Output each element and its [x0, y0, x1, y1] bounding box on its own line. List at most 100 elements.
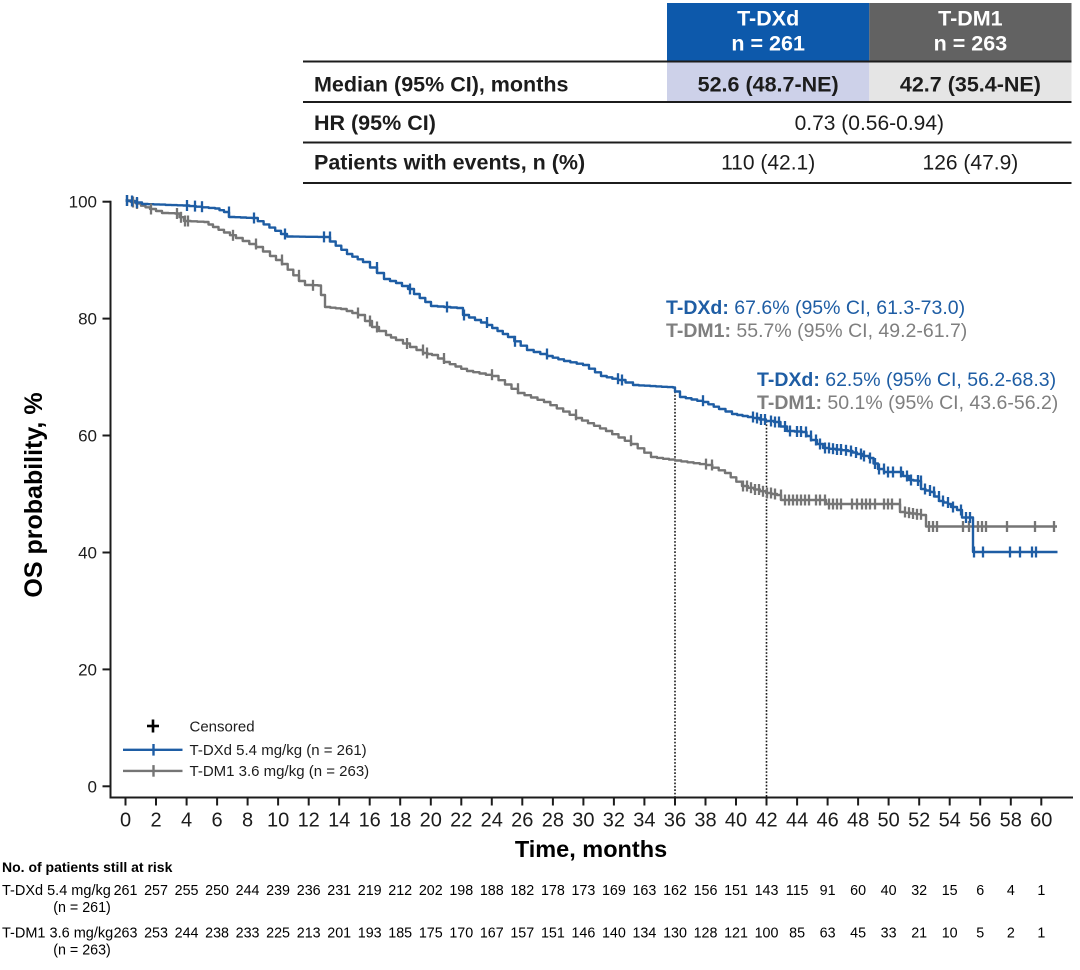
- svg-text:Censored: Censored: [190, 719, 255, 736]
- svg-text:16: 16: [359, 810, 381, 832]
- svg-text:162: 162: [663, 883, 687, 899]
- svg-text:32: 32: [911, 883, 927, 899]
- svg-text:2: 2: [150, 810, 161, 832]
- svg-text:156: 156: [694, 883, 718, 899]
- svg-text:Time, months: Time, months: [515, 836, 667, 862]
- svg-text:Patients with events, n (%): Patients with events, n (%): [314, 151, 585, 175]
- svg-text:178: 178: [541, 883, 565, 899]
- svg-text:T-DM1: T-DM1: [938, 7, 1003, 31]
- svg-text:20: 20: [420, 810, 442, 832]
- svg-text:85: 85: [789, 925, 805, 941]
- svg-text:198: 198: [449, 883, 473, 899]
- svg-text:238: 238: [205, 925, 229, 941]
- svg-text:T-DXd 5.4 mg/kg (n = 261): T-DXd 5.4 mg/kg (n = 261): [190, 742, 367, 759]
- svg-text:169: 169: [602, 883, 626, 899]
- svg-text:HR (95% CI): HR (95% CI): [314, 111, 436, 135]
- svg-text:244: 244: [236, 883, 260, 899]
- svg-text:121: 121: [724, 925, 748, 941]
- svg-text:213: 213: [297, 925, 321, 941]
- svg-text:T-DXd 5.4 mg/kg: T-DXd 5.4 mg/kg: [2, 883, 111, 899]
- svg-text:33: 33: [881, 925, 897, 941]
- svg-text:24: 24: [481, 810, 503, 832]
- svg-text:45: 45: [850, 925, 866, 941]
- svg-text:244: 244: [175, 925, 199, 941]
- svg-text:5: 5: [976, 925, 984, 941]
- svg-text:48: 48: [847, 810, 869, 832]
- svg-text:Median (95% CI), months: Median (95% CI), months: [314, 73, 568, 97]
- svg-text:44: 44: [786, 810, 808, 832]
- svg-text:(n = 261): (n = 261): [53, 900, 111, 916]
- svg-text:56: 56: [969, 810, 991, 832]
- svg-text:115: 115: [786, 883, 809, 899]
- svg-text:60: 60: [1030, 810, 1052, 832]
- svg-text:10: 10: [267, 810, 289, 832]
- svg-text:173: 173: [571, 883, 595, 899]
- svg-text:100: 100: [755, 925, 779, 941]
- svg-text:233: 233: [236, 925, 260, 941]
- svg-text:18: 18: [389, 810, 411, 832]
- svg-text:58: 58: [1000, 810, 1022, 832]
- svg-text:134: 134: [632, 925, 656, 941]
- svg-text:6: 6: [976, 883, 984, 899]
- svg-text:40: 40: [725, 810, 747, 832]
- svg-text:188: 188: [480, 883, 504, 899]
- svg-text:42.7 (35.4-NE): 42.7 (35.4-NE): [900, 73, 1041, 97]
- svg-text:28: 28: [542, 810, 564, 832]
- svg-text:231: 231: [327, 883, 351, 899]
- svg-text:26: 26: [511, 810, 533, 832]
- svg-text:38: 38: [694, 810, 716, 832]
- svg-text:163: 163: [632, 883, 656, 899]
- svg-text:225: 225: [266, 925, 290, 941]
- svg-text:146: 146: [571, 925, 595, 941]
- svg-text:60: 60: [850, 883, 866, 899]
- svg-text:143: 143: [755, 883, 779, 899]
- svg-text:42: 42: [755, 810, 777, 832]
- svg-text:T-DXd: 62.5% (95% CI, 56.2-68.: T-DXd: 62.5% (95% CI, 56.2-68.3): [757, 369, 1056, 391]
- svg-text:0: 0: [88, 777, 97, 796]
- svg-text:236: 236: [297, 883, 321, 899]
- svg-text:15: 15: [942, 883, 958, 899]
- svg-text:201: 201: [327, 925, 351, 941]
- svg-text:2: 2: [1007, 925, 1015, 941]
- svg-text:212: 212: [388, 883, 412, 899]
- svg-text:6: 6: [212, 810, 223, 832]
- svg-text:4: 4: [181, 810, 192, 832]
- svg-text:8: 8: [242, 810, 253, 832]
- svg-text:63: 63: [820, 925, 836, 941]
- svg-text:0: 0: [120, 810, 131, 832]
- svg-text:239: 239: [266, 883, 290, 899]
- svg-text:T-DM1: 50.1% (95% CI, 43.6-56.: T-DM1: 50.1% (95% CI, 43.6-56.2): [757, 392, 1058, 414]
- svg-text:40: 40: [78, 544, 97, 563]
- svg-text:1: 1: [1037, 883, 1045, 899]
- svg-text:T-DXd: 67.6% (95% CI, 61.3-73.: T-DXd: 67.6% (95% CI, 61.3-73.0): [666, 297, 965, 319]
- svg-text:157: 157: [510, 925, 534, 941]
- svg-text:126 (47.9): 126 (47.9): [923, 152, 1019, 175]
- svg-text:182: 182: [510, 883, 534, 899]
- svg-text:130: 130: [663, 925, 687, 941]
- svg-text:30: 30: [572, 810, 594, 832]
- svg-text:54: 54: [939, 810, 961, 832]
- svg-text:22: 22: [450, 810, 472, 832]
- svg-text:100: 100: [69, 193, 97, 212]
- svg-text:52: 52: [908, 810, 930, 832]
- svg-text:151: 151: [724, 883, 748, 899]
- svg-text:n = 263: n = 263: [934, 32, 1008, 56]
- svg-text:167: 167: [480, 925, 504, 941]
- svg-text:21: 21: [911, 925, 927, 941]
- svg-text:T-DM1 3.6 mg/kg: T-DM1 3.6 mg/kg: [2, 925, 113, 941]
- svg-text:52.6 (48.7-NE): 52.6 (48.7-NE): [698, 73, 839, 97]
- svg-text:36: 36: [664, 810, 686, 832]
- svg-text:257: 257: [144, 883, 168, 899]
- svg-text:40: 40: [881, 883, 897, 899]
- svg-text:263: 263: [114, 925, 138, 941]
- svg-text:128: 128: [694, 925, 718, 941]
- svg-text:253: 253: [144, 925, 168, 941]
- svg-text:1: 1: [1037, 925, 1045, 941]
- svg-text:10: 10: [942, 925, 958, 941]
- svg-text:140: 140: [602, 925, 626, 941]
- svg-text:255: 255: [175, 883, 199, 899]
- svg-text:No. of patients still at risk: No. of patients still at risk: [2, 859, 173, 875]
- svg-text:OS probability, %: OS probability, %: [20, 392, 48, 597]
- svg-text:34: 34: [633, 810, 655, 832]
- svg-text:219: 219: [358, 883, 382, 899]
